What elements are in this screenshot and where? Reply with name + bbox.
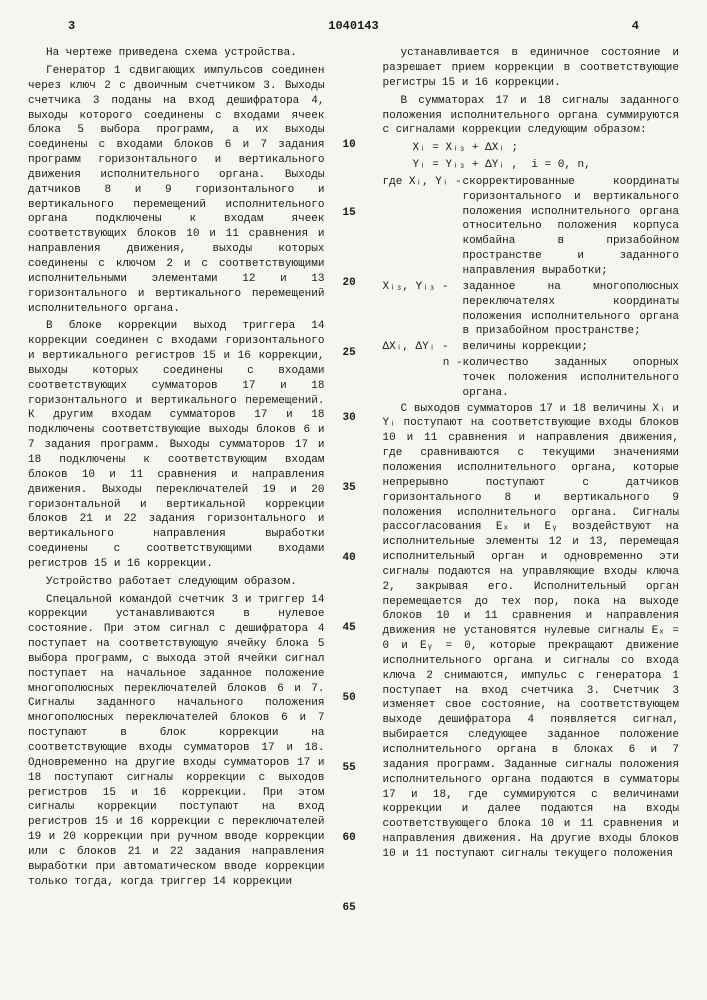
para: В блоке коррекции выход триггера 14 корр… — [28, 319, 325, 571]
page-number-left: 3 — [68, 18, 75, 34]
line-marker: 35 — [343, 481, 356, 496]
para: На чертеже приведена схема устройства. — [28, 46, 325, 61]
line-marker: 30 — [343, 411, 356, 426]
para: С выходов сумматоров 17 и 18 величины Xᵢ… — [383, 402, 680, 862]
document-page: 3 1040143 4 На чертеже приведена схема у… — [0, 0, 707, 1000]
def-text: количество заданных опорных точек положе… — [463, 356, 680, 401]
line-marker: 25 — [343, 346, 356, 361]
para: Спецальной командой счетчик 3 и триггер … — [28, 593, 325, 890]
definition-row: Xᵢ₃, Yᵢ₃ - заданное на многополюсных пер… — [383, 280, 680, 339]
text-columns: На чертеже приведена схема устройства. Г… — [28, 46, 679, 892]
line-marker: 45 — [343, 621, 356, 636]
line-number-gutter: 10 15 20 25 30 35 40 45 50 55 60 65 — [343, 46, 365, 892]
line-marker: 65 — [343, 901, 356, 916]
definition-row: n - количество заданных опорных точек по… — [383, 356, 680, 401]
line-marker: 55 — [343, 761, 356, 776]
page-header: 3 1040143 4 — [28, 18, 679, 34]
left-column: На чертеже приведена схема устройства. Г… — [28, 46, 325, 892]
line-marker: 15 — [343, 206, 356, 221]
def-label: Xᵢ₃, Yᵢ₃ - — [383, 280, 463, 339]
def-label: где Xᵢ, Yᵢ - — [383, 175, 463, 279]
formula: Xᵢ = Xᵢ₃ + ΔXᵢ ; — [413, 141, 680, 156]
document-number: 1040143 — [328, 18, 378, 34]
para: устанавливается в единичное состояние и … — [383, 46, 680, 91]
def-text: скорректированные координаты горизонталь… — [463, 175, 680, 279]
def-label: ΔXᵢ, ΔYᵢ - — [383, 340, 463, 355]
formula: Yᵢ = Yᵢ₃ + ΔYᵢ , i = 0, n, — [413, 158, 680, 173]
line-marker: 20 — [343, 276, 356, 291]
right-column: устанавливается в единичное состояние и … — [383, 46, 680, 892]
definition-row: ΔXᵢ, ΔYᵢ - величины коррекции; — [383, 340, 680, 355]
line-marker: 60 — [343, 831, 356, 846]
para: Устройство работает следующим образом. — [28, 575, 325, 590]
def-label: n - — [383, 356, 463, 401]
line-marker: 40 — [343, 551, 356, 566]
page-number-right: 4 — [632, 18, 639, 34]
line-marker: 50 — [343, 691, 356, 706]
para: В сумматорах 17 и 18 сигналы заданного п… — [383, 94, 680, 139]
definition-row: где Xᵢ, Yᵢ - скорректированные координат… — [383, 175, 680, 279]
line-marker: 10 — [343, 138, 356, 153]
def-text: величины коррекции; — [463, 340, 680, 355]
def-text: заданное на многополюсных переключателях… — [463, 280, 680, 339]
para: Генератор 1 сдвигающих импульсов соедине… — [28, 64, 325, 316]
